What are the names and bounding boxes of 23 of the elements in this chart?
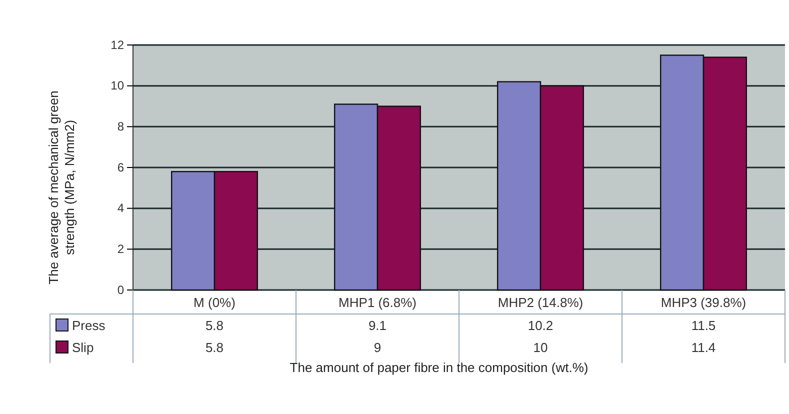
data-label: 10 — [533, 340, 548, 355]
data-label: 9 — [374, 340, 382, 355]
data-label: 5.8 — [205, 340, 224, 355]
y-tick-label: 8 — [117, 120, 124, 134]
data-label: 10.2 — [528, 318, 554, 333]
y-tick-label: 12 — [110, 38, 124, 52]
y-tick-label: 6 — [117, 160, 124, 174]
y-tick-label: 2 — [117, 242, 124, 256]
data-label: 11.5 — [691, 318, 716, 333]
data-label: 9.1 — [368, 318, 387, 333]
y-tick-label: 10 — [110, 78, 124, 93]
x-tick-label: M (0%) — [194, 295, 236, 310]
legend-label: Slip — [72, 340, 94, 355]
y-tick-label: 4 — [117, 201, 124, 216]
data-label: 5.8 — [205, 318, 224, 333]
y-tick-label: 0 — [117, 282, 124, 297]
data-label: 11.4 — [691, 340, 716, 355]
x-tick-label: MHP1 (6.8%) — [338, 295, 417, 310]
legend-label: Press — [72, 318, 106, 333]
y-axis-title: The average of mechanical green strength (MPa, N/mm2) — [46, 90, 77, 284]
x-tick-label: MHP2 (14.8%) — [498, 295, 584, 310]
x-tick-label: MHP3 (39.8%) — [660, 295, 746, 310]
x-axis-title: The amount of paper fibre in the composition (wt.%) — [290, 360, 588, 375]
